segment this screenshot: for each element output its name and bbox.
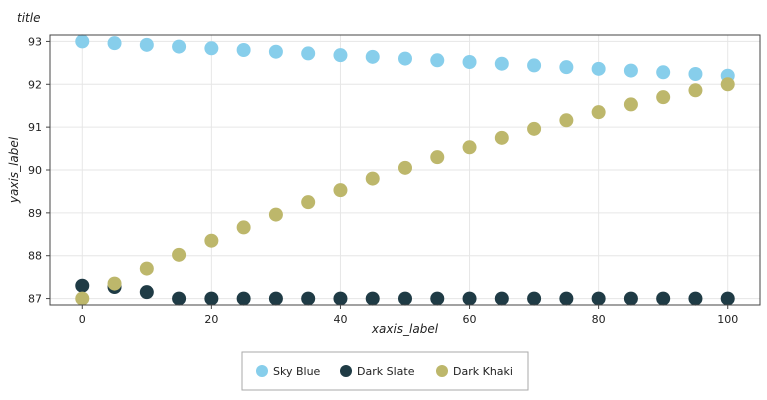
data-point [688, 291, 703, 306]
legend-marker [436, 365, 448, 377]
data-point [268, 207, 283, 222]
data-point [204, 291, 219, 306]
data-point [301, 291, 316, 306]
data-point [107, 36, 122, 51]
data-point [139, 37, 154, 52]
series-dark-slate [75, 278, 735, 306]
data-point [527, 291, 542, 306]
y-tick-label: 91 [28, 121, 42, 134]
data-points [75, 34, 735, 306]
x-axis-label: xaxis_label [371, 322, 439, 336]
data-point [139, 261, 154, 276]
data-point [236, 220, 251, 235]
legend-marker [256, 365, 268, 377]
x-tick-label: 100 [717, 313, 738, 326]
x-tick-label: 60 [463, 313, 477, 326]
data-point [527, 58, 542, 73]
data-point [139, 285, 154, 300]
x-tick-label: 40 [333, 313, 347, 326]
data-point [656, 90, 671, 105]
data-point [688, 67, 703, 81]
data-point [688, 83, 703, 98]
data-point [559, 291, 574, 306]
y-tick-label: 87 [28, 293, 42, 306]
data-point [107, 276, 122, 291]
y-tick-label: 89 [28, 207, 42, 220]
data-point [430, 53, 445, 68]
data-point [301, 195, 316, 210]
data-point [462, 291, 477, 306]
data-point [398, 291, 412, 306]
y-axis-ticks: 87 88 89 90 91 92 93 [28, 35, 50, 306]
data-point [494, 130, 509, 145]
data-point [462, 55, 477, 69]
y-tick-label: 92 [28, 78, 42, 91]
data-point [172, 39, 187, 54]
data-point [75, 278, 90, 293]
legend-marker [340, 365, 352, 377]
legend: Sky Blue Dark Slate Dark Khaki [256, 365, 513, 378]
data-point [559, 113, 574, 128]
series-dark-khaki [75, 77, 735, 306]
data-point [494, 56, 509, 71]
legend-box [241, 351, 529, 391]
legend-label: Sky Blue [273, 365, 321, 378]
data-point [172, 247, 187, 262]
x-tick-label: 80 [592, 313, 606, 326]
legend-label: Dark Khaki [453, 365, 513, 378]
data-point [204, 41, 219, 56]
data-point [720, 77, 735, 92]
data-point [656, 291, 671, 306]
y-tick-label: 90 [28, 164, 42, 177]
x-tick-label: 20 [204, 313, 218, 326]
data-point [720, 291, 735, 306]
y-axis-label: yaxis_label [7, 136, 21, 204]
grid-lines [50, 35, 760, 305]
data-point [494, 291, 509, 306]
data-point [301, 46, 316, 61]
data-point [591, 61, 606, 76]
data-point [591, 291, 606, 306]
y-tick-label: 88 [28, 250, 42, 263]
data-point [75, 34, 90, 49]
data-point [398, 160, 412, 175]
chart-title: title [17, 11, 40, 25]
y-tick-label: 93 [28, 35, 42, 48]
data-point [430, 150, 445, 165]
data-point [236, 291, 251, 306]
data-point [656, 65, 671, 80]
data-point [365, 291, 380, 306]
data-point [268, 291, 283, 306]
series-sky-blue [75, 34, 735, 83]
data-point [623, 291, 638, 306]
data-point [236, 43, 251, 57]
data-point [268, 44, 283, 59]
data-point [623, 97, 638, 112]
data-point [591, 105, 606, 120]
data-point [430, 291, 445, 306]
data-point [333, 183, 348, 198]
data-point [365, 171, 380, 186]
data-point [623, 63, 638, 78]
data-point [462, 140, 477, 155]
data-point [365, 49, 380, 64]
data-point [559, 60, 574, 75]
x-tick-label: 0 [79, 313, 86, 326]
x-axis-ticks: 0 20 40 60 80 100 [79, 305, 738, 326]
data-point [398, 51, 412, 66]
data-point [75, 291, 90, 306]
data-point [333, 291, 348, 306]
data-point [527, 121, 542, 136]
data-point [172, 291, 187, 306]
data-point [333, 48, 348, 63]
data-point [204, 233, 219, 248]
legend-label: Dark Slate [357, 365, 415, 378]
